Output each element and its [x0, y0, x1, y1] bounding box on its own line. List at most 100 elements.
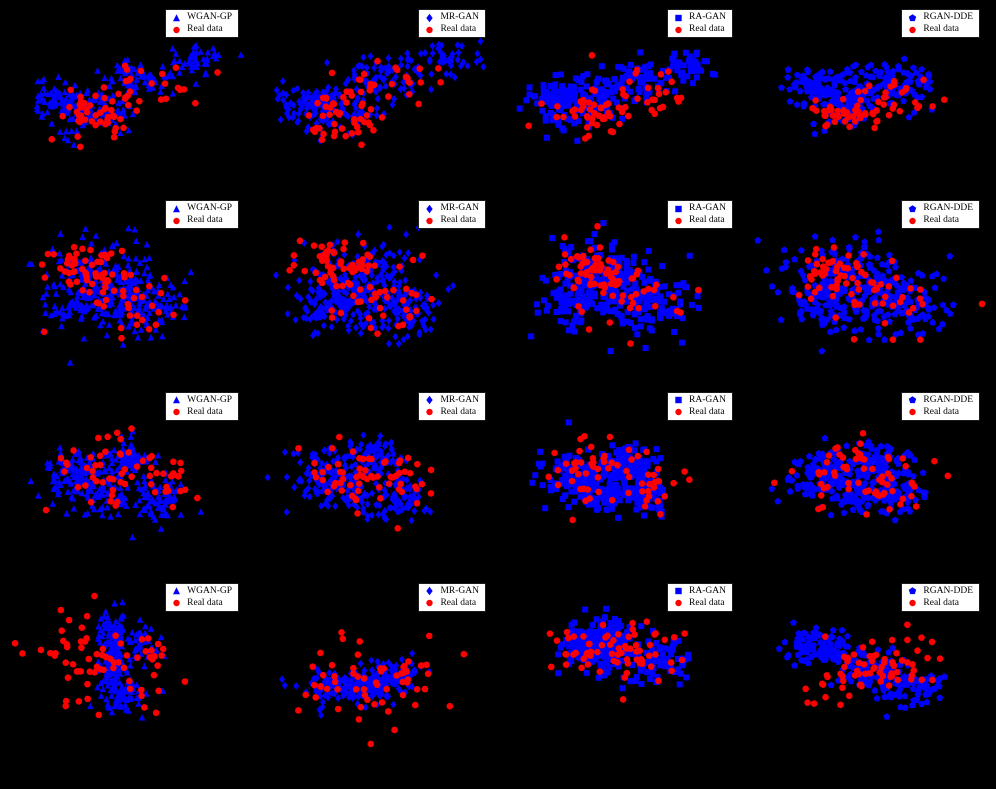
legend-entry-real-data: Real data: [170, 215, 232, 226]
legend: RGAN-DDE Real data: [901, 391, 980, 421]
legend: MR-GAN Real data: [418, 9, 486, 38]
scatter-plot: [26, 224, 195, 366]
legend-circle-icon: [909, 217, 917, 224]
legend-entry-method: MR-GAN: [423, 395, 479, 406]
scatter-plot: [273, 37, 487, 149]
legend-method-label: WGAN-GP: [187, 12, 232, 22]
legend-triangle-icon: [173, 204, 181, 212]
legend-circle-icon: [426, 26, 434, 33]
legend: RGAN-DDE Real data: [901, 9, 980, 38]
legend: WGAN-GP Real data: [165, 9, 239, 38]
legend-circle-icon: [909, 26, 917, 33]
legend-real-data-label: Real data: [187, 597, 223, 608]
legend-circle-icon: [675, 408, 682, 416]
scatter-panel-mr-gan-row3: MR-GAN Real data: [251, 389, 498, 580]
legend-entry-method: RGAN-DDE: [906, 203, 973, 214]
legend-entry-real-data: Real data: [906, 24, 973, 35]
scatter-panel-ra-gan-row3: RA-GAN Real data: [498, 389, 745, 580]
scatter-plot: [279, 628, 468, 748]
legend: WGAN-GP Real data: [165, 391, 239, 421]
legend-entry-method: MR-GAN: [423, 12, 479, 23]
legend-square-icon: [675, 588, 682, 595]
scatter-plot: [775, 618, 948, 720]
legend-entry-method: RA-GAN: [672, 586, 726, 597]
scatter-panel-ra-gan-row1: RA-GAN Real data: [498, 6, 745, 197]
legend-method-label: WGAN-GP: [187, 203, 232, 214]
legend-method-label: MR-GAN: [440, 12, 479, 22]
legend-real-data-label: Real data: [923, 24, 959, 34]
legend-circle-icon: [909, 408, 917, 416]
legend-real-data-label: Real data: [689, 597, 725, 608]
legend-entry-method: RGAN-DDE: [906, 395, 973, 406]
legend-entry-real-data: Real data: [423, 24, 479, 35]
scatter-plot: [529, 418, 693, 523]
legend: MR-GAN Real data: [418, 582, 486, 612]
legend-diamond-icon: [426, 587, 434, 596]
legend-entry-real-data: Real data: [170, 24, 232, 35]
legend-entry-method: MR-GAN: [423, 203, 479, 214]
legend-entry-method: WGAN-GP: [170, 12, 232, 23]
legend-method-label: RGAN-DDE: [923, 12, 973, 22]
legend-real-data-label: Real data: [440, 406, 477, 417]
legend-method-label: WGAN-GP: [187, 394, 232, 405]
legend-entry-method: RGAN-DDE: [906, 586, 973, 597]
legend-circle-icon: [173, 600, 180, 607]
legend-circle-icon: [173, 408, 180, 416]
legend-entry-real-data: Real data: [672, 598, 726, 609]
legend-method-label: MR-GAN: [440, 203, 479, 214]
legend: RA-GAN Real data: [667, 582, 733, 612]
legend-entry-method: WGAN-GP: [170, 586, 232, 597]
scatter-plot: [264, 430, 435, 532]
legend: RA-GAN Real data: [667, 9, 733, 38]
legend-entry-real-data: Real data: [423, 215, 479, 226]
scatter-panel-wgan-gp-row3: WGAN-GP Real data: [4, 389, 251, 580]
legend-circle-icon: [173, 26, 180, 33]
legend: MR-GAN Real data: [418, 391, 486, 421]
legend-method-label: RA-GAN: [689, 12, 726, 22]
legend: WGAN-GP Real data: [165, 200, 239, 230]
legend-circle-icon: [426, 408, 434, 416]
legend-method-label: MR-GAN: [440, 394, 479, 405]
legend-triangle-icon: [173, 587, 181, 595]
legend-real-data-label: Real data: [689, 24, 725, 34]
legend-entry-real-data: Real data: [672, 215, 726, 226]
scatter-plot: [33, 41, 245, 151]
legend-pentagon-icon: [909, 396, 917, 404]
scatter-plot: [11, 592, 189, 721]
legend-real-data-label: Real data: [923, 406, 959, 417]
scatter-panel-rgan-dde-row4: RGAN-DDE Real data: [745, 580, 992, 771]
legend-method-label: RA-GAN: [689, 394, 726, 405]
legend-square-icon: [675, 205, 682, 212]
legend-real-data-label: Real data: [187, 406, 223, 417]
scatter-panel-rgan-dde-row1: RGAN-DDE Real data: [745, 6, 992, 197]
legend-diamond-icon: [426, 204, 434, 213]
legend-entry-method: WGAN-GP: [170, 203, 232, 214]
legend-entry-method: RA-GAN: [672, 203, 726, 214]
legend-entry-real-data: Real data: [906, 407, 973, 418]
legend-method-label: MR-GAN: [440, 585, 479, 596]
legend: RA-GAN Real data: [667, 200, 733, 230]
legend-entry-real-data: Real data: [423, 407, 479, 418]
legend-circle-icon: [675, 217, 682, 224]
legend-circle-icon: [675, 600, 682, 607]
scatter-panel-ra-gan-row4: RA-GAN Real data: [498, 580, 745, 771]
scatter-panel-mr-gan-row2: MR-GAN Real data: [251, 197, 498, 388]
legend: RA-GAN Real data: [667, 391, 733, 421]
scatter-panel-ra-gan-row2: RA-GAN Real data: [498, 197, 745, 388]
legend-method-label: RA-GAN: [689, 585, 726, 596]
legend-square-icon: [675, 14, 682, 21]
legend-entry-method: WGAN-GP: [170, 395, 232, 406]
scatter-panel-mr-gan-row4: MR-GAN Real data: [251, 580, 498, 771]
scatter-plot: [754, 228, 986, 355]
legend-entry-real-data: Real data: [906, 215, 973, 226]
scatter-plot: [516, 49, 719, 144]
legend-method-label: RGAN-DDE: [923, 203, 973, 214]
legend-entry-real-data: Real data: [906, 598, 973, 609]
legend: WGAN-GP Real data: [165, 582, 239, 612]
legend-entry-method: RA-GAN: [672, 395, 726, 406]
legend-method-label: WGAN-GP: [187, 585, 232, 596]
legend-entry-real-data: Real data: [672, 24, 726, 35]
legend-circle-icon: [909, 600, 917, 607]
legend-triangle-icon: [173, 396, 181, 404]
